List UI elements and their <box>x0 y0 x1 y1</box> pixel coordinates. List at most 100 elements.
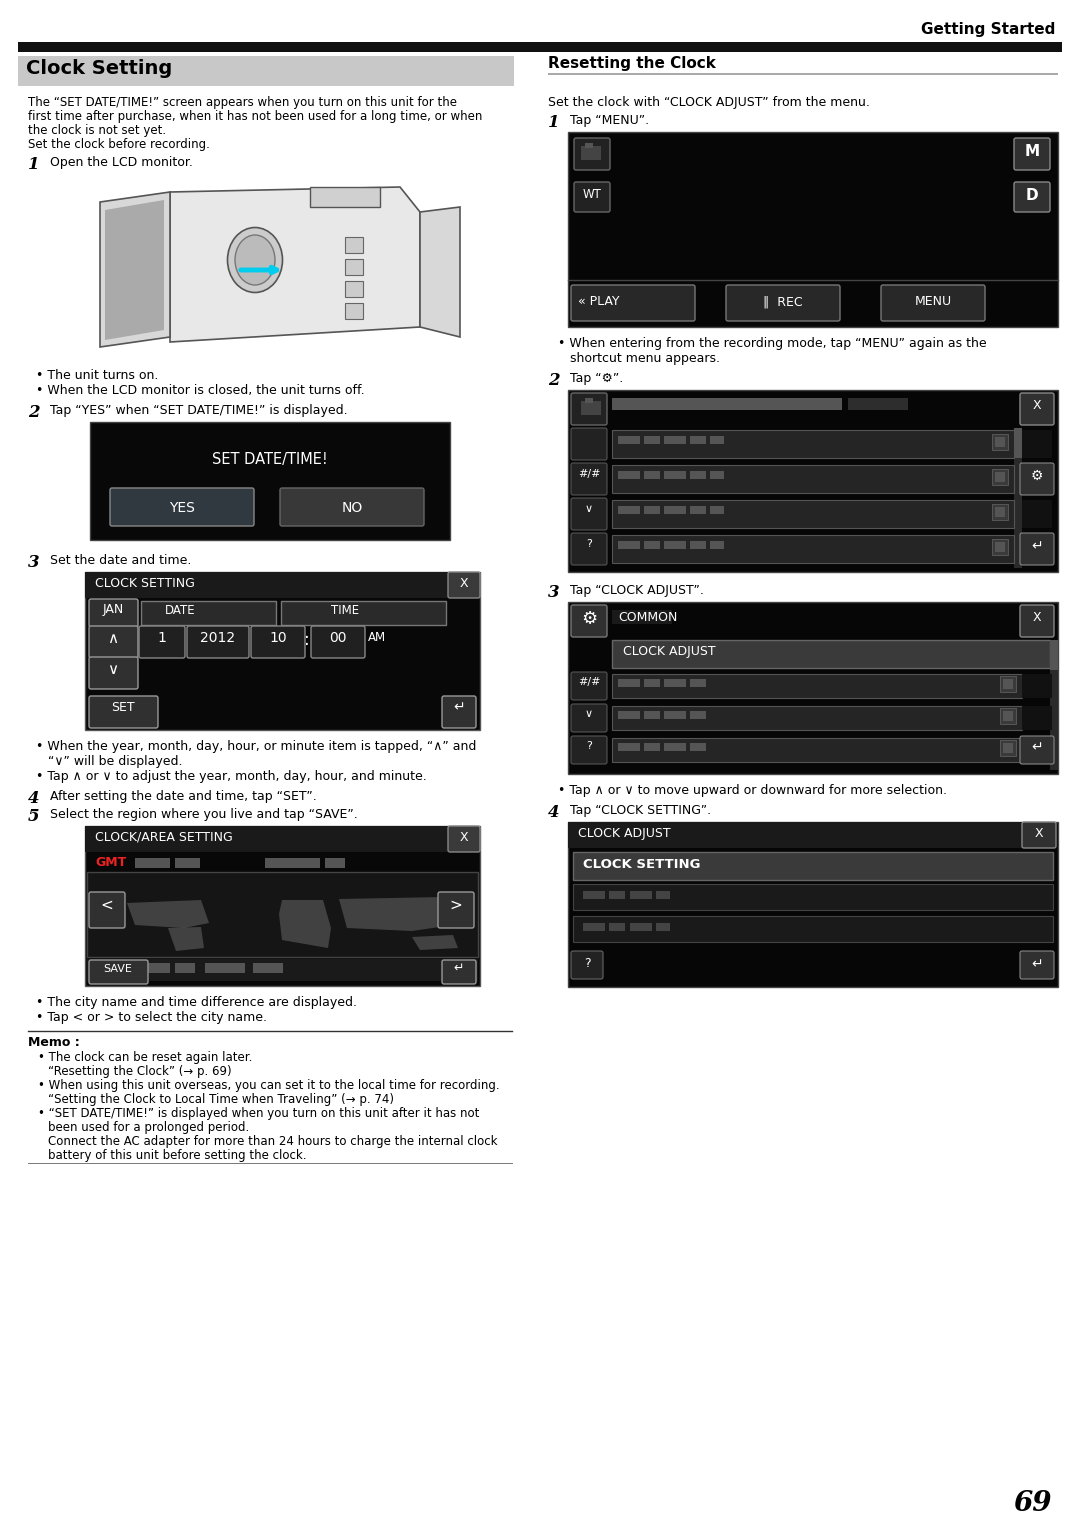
FancyBboxPatch shape <box>571 286 696 321</box>
Bar <box>612 466 1014 493</box>
Bar <box>583 890 605 899</box>
FancyBboxPatch shape <box>1014 182 1050 212</box>
Bar <box>710 505 724 515</box>
Text: After setting the date and time, tap “SET”.: After setting the date and time, tap “SE… <box>50 789 316 803</box>
Bar <box>1003 712 1013 721</box>
Text: TIME: TIME <box>330 605 359 617</box>
Text: 00: 00 <box>329 631 347 644</box>
FancyBboxPatch shape <box>1022 822 1056 847</box>
Text: Select the region where you live and tap “SAVE”.: Select the region where you live and tap… <box>50 808 357 822</box>
Bar <box>1014 428 1022 458</box>
Bar <box>609 890 625 899</box>
FancyBboxPatch shape <box>573 137 610 169</box>
Bar <box>995 472 1005 483</box>
Bar <box>568 602 1058 774</box>
Bar <box>690 437 706 444</box>
FancyBboxPatch shape <box>571 533 607 565</box>
Text: X: X <box>460 831 469 844</box>
Text: • The unit turns on.: • The unit turns on. <box>36 370 159 382</box>
Bar <box>205 964 245 973</box>
Text: the clock is not set yet.: the clock is not set yet. <box>28 124 166 137</box>
Polygon shape <box>100 192 170 347</box>
Text: >: > <box>449 898 462 913</box>
Bar <box>583 922 605 931</box>
Bar <box>612 640 1050 667</box>
Bar <box>618 505 640 515</box>
FancyBboxPatch shape <box>571 704 607 731</box>
Bar <box>664 541 686 550</box>
Text: ‖  REC: ‖ REC <box>764 295 802 308</box>
Text: 2: 2 <box>28 405 40 421</box>
FancyBboxPatch shape <box>573 182 610 212</box>
Text: CLOCK ADJUST: CLOCK ADJUST <box>623 644 716 658</box>
Text: X: X <box>1035 828 1043 840</box>
Ellipse shape <box>235 235 275 286</box>
Text: Open the LCD monitor.: Open the LCD monitor. <box>50 156 193 169</box>
Bar <box>618 680 640 687</box>
Bar <box>612 673 1022 698</box>
Bar <box>140 964 170 973</box>
FancyBboxPatch shape <box>571 605 607 637</box>
Polygon shape <box>168 927 204 951</box>
Bar <box>281 602 446 625</box>
FancyBboxPatch shape <box>187 626 249 658</box>
Bar <box>573 852 1053 880</box>
FancyBboxPatch shape <box>571 428 607 460</box>
Text: • “SET DATE/TIME!” is displayed when you turn on this unit after it has not: • “SET DATE/TIME!” is displayed when you… <box>38 1107 480 1119</box>
Text: first time after purchase, when it has not been used for a long time, or when: first time after purchase, when it has n… <box>28 110 483 124</box>
Text: Tap “MENU”.: Tap “MENU”. <box>570 115 649 127</box>
Text: ↵: ↵ <box>1031 741 1043 754</box>
Text: Set the clock before recording.: Set the clock before recording. <box>28 137 210 151</box>
Text: “Setting the Clock to Local Time when Traveling” (→ p. 74): “Setting the Clock to Local Time when Tr… <box>48 1093 394 1106</box>
Text: M: M <box>1025 144 1040 159</box>
Bar <box>644 744 660 751</box>
Bar <box>664 744 686 751</box>
FancyBboxPatch shape <box>448 826 480 852</box>
Bar <box>310 186 380 208</box>
Text: ∨: ∨ <box>107 663 119 676</box>
Text: CLOCK SETTING: CLOCK SETTING <box>95 577 194 589</box>
FancyBboxPatch shape <box>726 286 840 321</box>
FancyBboxPatch shape <box>571 736 607 764</box>
Bar <box>581 147 600 160</box>
Text: <: < <box>100 898 113 913</box>
Bar <box>573 884 1053 910</box>
Bar <box>644 541 660 550</box>
FancyBboxPatch shape <box>280 489 424 525</box>
Polygon shape <box>170 186 420 342</box>
Bar <box>1014 428 1022 568</box>
Bar <box>87 959 478 980</box>
Bar <box>1000 741 1016 756</box>
Text: 2: 2 <box>548 373 559 389</box>
FancyBboxPatch shape <box>571 951 603 979</box>
Bar <box>1022 673 1052 698</box>
Bar <box>1000 676 1016 692</box>
Bar <box>265 858 320 867</box>
FancyBboxPatch shape <box>110 489 254 525</box>
Bar <box>1022 431 1052 458</box>
Text: CLOCK ADJUST: CLOCK ADJUST <box>578 828 671 840</box>
Text: shortcut menu appears.: shortcut menu appears. <box>570 353 720 365</box>
Bar <box>1000 709 1016 724</box>
Text: AM: AM <box>368 631 387 644</box>
Text: “∨” will be displayed.: “∨” will be displayed. <box>48 754 183 768</box>
Bar <box>345 260 363 275</box>
Bar <box>87 872 478 957</box>
Bar <box>612 534 1014 563</box>
FancyBboxPatch shape <box>251 626 305 658</box>
Bar <box>568 822 1058 986</box>
Bar <box>656 890 670 899</box>
Polygon shape <box>279 899 330 948</box>
Text: Tap “CLOCK SETTING”.: Tap “CLOCK SETTING”. <box>570 805 711 817</box>
Polygon shape <box>105 200 164 341</box>
Bar <box>618 744 640 751</box>
FancyBboxPatch shape <box>139 626 185 658</box>
FancyBboxPatch shape <box>1020 533 1054 565</box>
Bar <box>710 541 724 550</box>
Text: Memo :: Memo : <box>28 1035 80 1049</box>
Bar <box>585 144 593 148</box>
Bar <box>345 281 363 296</box>
Text: CLOCK/AREA SETTING: CLOCK/AREA SETTING <box>95 831 233 844</box>
Text: Getting Started: Getting Started <box>920 21 1055 37</box>
Text: Connect the AC adapter for more than 24 hours to charge the internal clock: Connect the AC adapter for more than 24 … <box>48 1135 498 1148</box>
